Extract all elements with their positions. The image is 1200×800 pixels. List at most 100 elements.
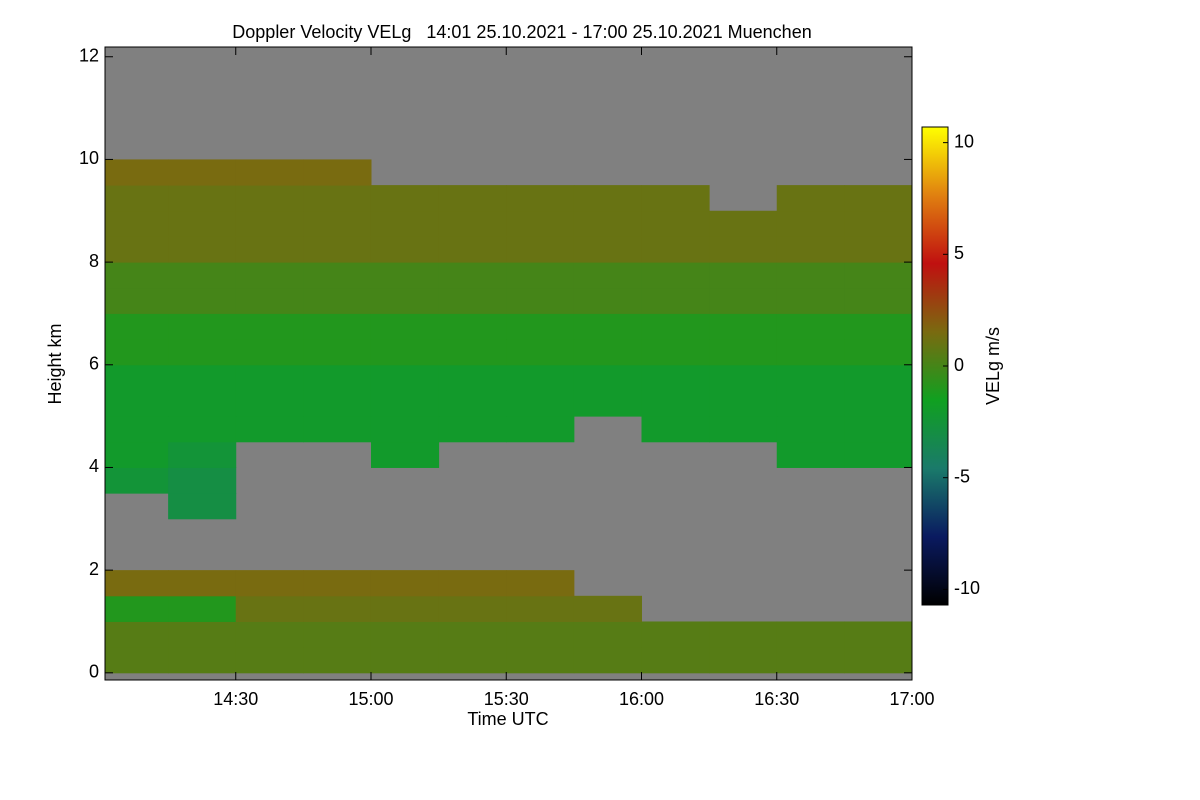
heatmap-cell <box>168 647 237 674</box>
heatmap-cell <box>168 236 237 263</box>
heatmap-cell <box>709 287 778 314</box>
heatmap-cell <box>105 185 169 212</box>
heatmap-cell <box>641 621 710 648</box>
heatmap-cell <box>844 262 913 289</box>
heatmap-cell <box>776 210 845 237</box>
heatmap-cell <box>370 339 440 366</box>
colorbar-tick-label: 10 <box>954 131 974 151</box>
x-tick-label: 15:30 <box>484 689 529 709</box>
heatmap-cell <box>235 647 304 674</box>
heatmap-cell <box>370 570 440 597</box>
heatmap-cell <box>438 647 507 674</box>
colorbar-label: VELg m/s <box>983 327 1003 405</box>
heatmap-cell <box>844 441 913 468</box>
heatmap-cell <box>235 595 304 622</box>
heatmap-cell <box>105 621 169 648</box>
heatmap-cell <box>776 647 845 674</box>
x-tick-label: 14:30 <box>213 689 258 709</box>
heatmap-cell <box>303 287 372 314</box>
heatmap-cell <box>105 467 169 494</box>
heatmap-cell <box>573 390 642 417</box>
heatmap-cell <box>168 185 237 212</box>
heatmap-cell <box>105 210 169 237</box>
heatmap-cell <box>709 364 778 391</box>
y-tick-label: 6 <box>89 354 99 374</box>
heatmap-cell <box>303 185 372 212</box>
heatmap-cell <box>370 595 440 622</box>
heatmap-cell <box>709 236 778 263</box>
heatmap-cell <box>573 185 642 212</box>
heatmap-cell <box>235 210 304 237</box>
heatmap-cell <box>438 339 507 366</box>
heatmap-cell <box>573 210 642 237</box>
heatmap-cell <box>844 287 913 314</box>
heatmap-cell <box>235 390 304 417</box>
x-tick-label: 15:00 <box>348 689 393 709</box>
heatmap-cell <box>641 313 710 340</box>
heatmap-cell <box>168 416 237 443</box>
heatmap-cell <box>105 595 169 622</box>
heatmap-cell <box>641 262 710 289</box>
heatmap-cell <box>303 339 372 366</box>
heatmap-cell <box>776 262 845 289</box>
heatmap-cell <box>506 287 575 314</box>
heatmap-cell <box>370 313 440 340</box>
heatmap-cell <box>438 210 507 237</box>
heatmap-cell <box>844 185 913 212</box>
heatmap-cell <box>573 262 642 289</box>
chart-title: Doppler Velocity VELg 14:01 25.10.2021 -… <box>232 22 811 42</box>
heatmap-cell <box>105 262 169 289</box>
heatmap-cell <box>303 416 372 443</box>
heatmap-cell <box>438 621 507 648</box>
heatmap-cell <box>641 364 710 391</box>
heatmap-cell <box>641 236 710 263</box>
heatmap-cell <box>105 236 169 263</box>
x-axis-label: Time UTC <box>467 709 548 729</box>
heatmap-cell <box>168 570 237 597</box>
heatmap-cell <box>641 647 710 674</box>
heatmap-cell <box>303 390 372 417</box>
heatmap-cell <box>573 313 642 340</box>
heatmap-cell <box>168 313 237 340</box>
heatmap-cell <box>438 185 507 212</box>
heatmap-cell <box>303 621 372 648</box>
heatmap-cell <box>506 595 575 622</box>
y-tick-label: 12 <box>79 46 99 66</box>
heatmap-cell <box>370 185 440 212</box>
heatmap-cell <box>168 390 237 417</box>
heatmap-cell <box>168 339 237 366</box>
heatmap-cell <box>641 416 710 443</box>
heatmap-cell <box>438 262 507 289</box>
heatmap-cell <box>844 210 913 237</box>
heatmap-cell <box>370 364 440 391</box>
heatmap-cell <box>235 262 304 289</box>
heatmap-cell <box>438 236 507 263</box>
heatmap-cell <box>235 313 304 340</box>
heatmap-cell <box>370 621 440 648</box>
heatmap-cell <box>105 364 169 391</box>
heatmap-cell <box>641 185 710 212</box>
heatmap-cell <box>709 313 778 340</box>
heatmap-cell <box>573 287 642 314</box>
colorbar-tick-label: 0 <box>954 355 964 375</box>
heatmap-cell <box>168 467 237 494</box>
heatmap-cell <box>709 210 778 237</box>
heatmap-cell <box>709 339 778 366</box>
heatmap-cell <box>105 570 169 597</box>
heatmap-cell <box>105 159 169 186</box>
colorbar-tick-label: -5 <box>954 466 970 486</box>
heatmap-cell <box>641 210 710 237</box>
heatmap-cell <box>709 262 778 289</box>
heatmap-cell <box>506 647 575 674</box>
heatmap-cell <box>506 339 575 366</box>
heatmap-cell <box>303 647 372 674</box>
heatmap-cell <box>105 647 169 674</box>
heatmap-cell <box>573 647 642 674</box>
heatmap-cell <box>776 364 845 391</box>
heatmap-cell <box>168 441 237 468</box>
colorbar-tick-label: 5 <box>954 243 964 263</box>
heatmap-cell <box>235 621 304 648</box>
heatmap-cell <box>235 364 304 391</box>
heatmap-cell <box>235 287 304 314</box>
heatmap-cell <box>168 364 237 391</box>
